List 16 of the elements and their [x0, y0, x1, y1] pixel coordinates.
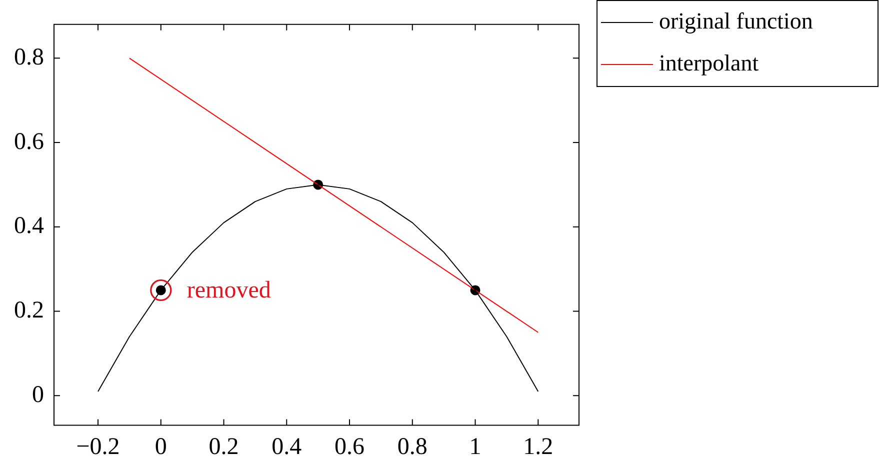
x-tick-label: 0.2	[208, 434, 239, 460]
y-tick-label: 0	[32, 382, 44, 408]
x-tick-label: 0.6	[334, 434, 365, 460]
x-tick-label: 0.4	[272, 434, 302, 460]
y-tick-label: 0.2	[14, 298, 44, 324]
legend-label: original function	[659, 8, 814, 34]
x-tick-label: 1.2	[523, 434, 554, 460]
x-tick-label: 1	[469, 434, 482, 460]
annotation: removed	[186, 277, 271, 304]
y-tick-label: 0.6	[14, 128, 44, 155]
y-tick-label: 0.4	[14, 213, 44, 240]
x-tick-label: −0.2	[76, 434, 120, 460]
y-tick-label: 0.8	[14, 44, 44, 70]
x-tick-label: 0	[154, 434, 167, 460]
x-tick-label: 0.8	[397, 434, 428, 460]
legend-label: interpolant	[659, 50, 760, 76]
